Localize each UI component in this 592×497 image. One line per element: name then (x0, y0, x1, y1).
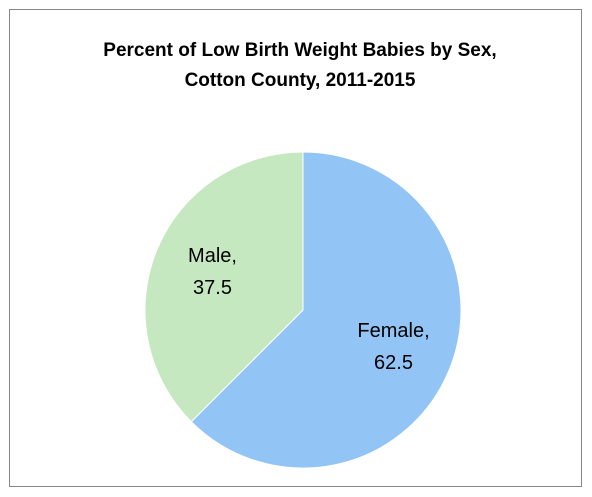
chart-title: Percent of Low Birth Weight Babies by Se… (103, 40, 497, 91)
slice-label: Female, (357, 320, 429, 342)
slice-value: 62.5 (374, 352, 413, 374)
chart-frame (9, 9, 582, 487)
pie-slice (144, 151, 304, 423)
slice-value: 37.5 (193, 277, 232, 299)
slice-label: Male, (188, 245, 237, 267)
pie-slice (190, 151, 462, 469)
